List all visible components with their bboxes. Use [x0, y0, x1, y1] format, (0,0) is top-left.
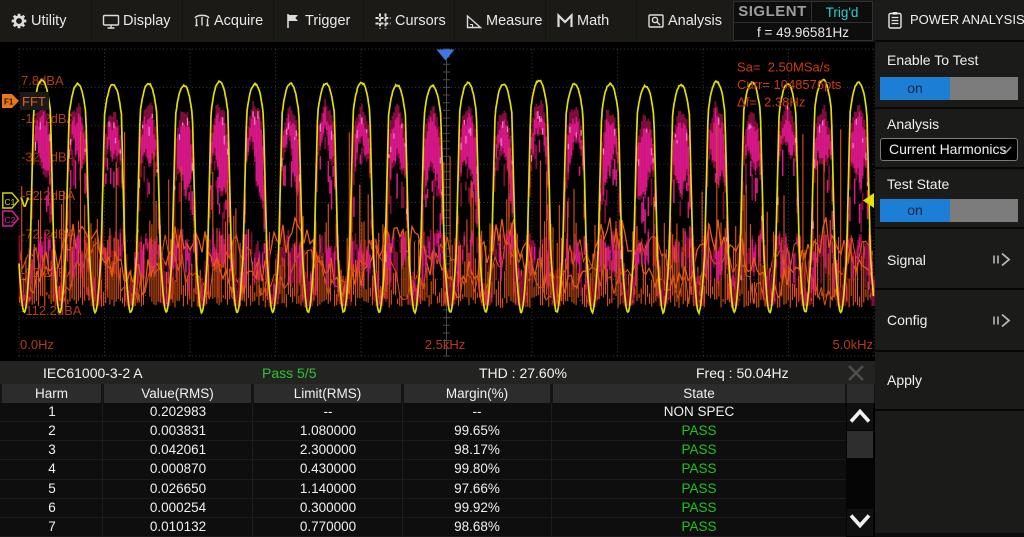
svg-text:C2: C2	[5, 215, 16, 225]
svg-text:-112.2dBA: -112.2dBA	[21, 303, 82, 318]
svg-text:Δf= 2.38Hz: Δf= 2.38Hz	[737, 95, 805, 110]
svg-text:Sa= 2.50MSa/s: Sa= 2.50MSa/s	[737, 60, 830, 75]
svg-text:FFT: FFT	[22, 94, 46, 109]
svg-text:0.0Hz: 0.0Hz	[20, 337, 54, 352]
svg-text:C1: C1	[5, 197, 16, 207]
svg-text:5.0kHz: 5.0kHz	[833, 337, 873, 352]
svg-text:F1: F1	[4, 98, 14, 107]
svg-text:2.5kHz: 2.5kHz	[425, 337, 465, 352]
svg-text:-12.2dBA: -12.2dBA	[21, 111, 76, 126]
svg-text:Curr= 1048576pts: Curr= 1048576pts	[737, 77, 842, 92]
svg-text:V: V	[20, 194, 30, 210]
